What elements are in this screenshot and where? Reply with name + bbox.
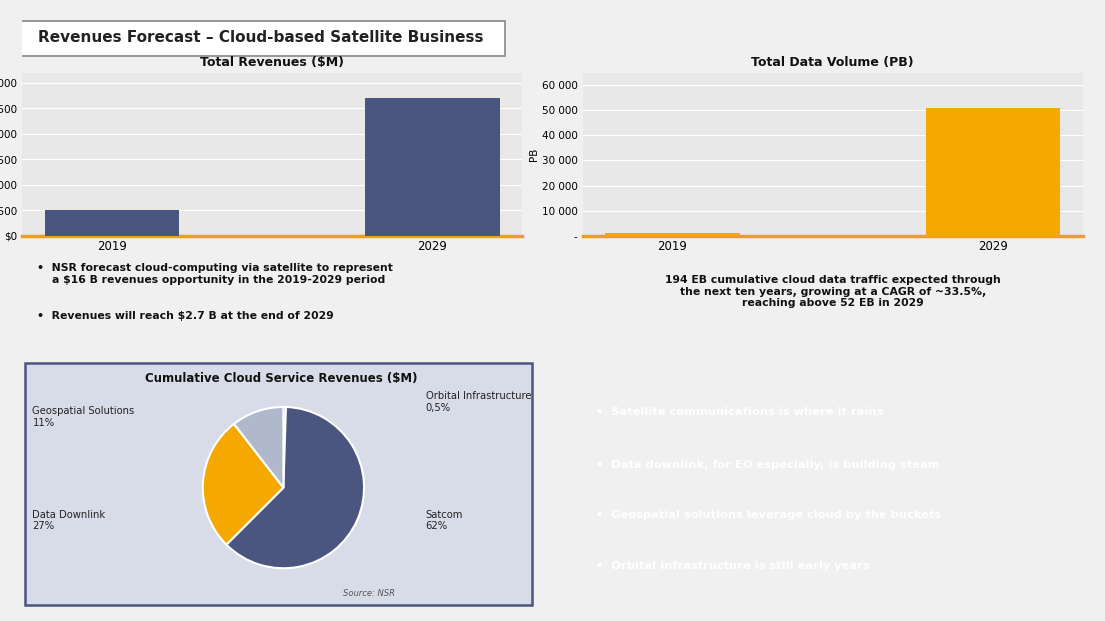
Text: •  Orbital Infrastructure is still early years: • Orbital Infrastructure is still early … — [597, 561, 870, 571]
Bar — [365, 98, 499, 235]
Bar — [606, 233, 740, 235]
Text: Geospatial Solutions
11%: Geospatial Solutions 11% — [32, 406, 135, 428]
FancyBboxPatch shape — [24, 363, 532, 605]
Title: Total Data Volume (PB): Total Data Volume (PB) — [751, 56, 914, 69]
Text: •  Revenues will reach $2.7 B at the end of 2029: • Revenues will reach $2.7 B at the end … — [38, 311, 334, 321]
Text: Data Downlink
27%: Data Downlink 27% — [32, 510, 106, 531]
Text: Revenues Forecast – Cloud-based Satellite Business: Revenues Forecast – Cloud-based Satellit… — [38, 30, 484, 45]
Text: •  Satellite communications is where it rains: • Satellite communications is where it r… — [597, 407, 884, 417]
Text: •  Data downlink, for EO especially, is building steam: • Data downlink, for EO especially, is b… — [597, 460, 940, 470]
Text: •  NSR forecast cloud-computing via satellite to represent
    a $16 B revenues : • NSR forecast cloud-computing via satel… — [38, 263, 393, 285]
Text: Source: NSR: Source: NSR — [343, 589, 394, 599]
Y-axis label: PB: PB — [529, 148, 539, 161]
Text: Orbital Infrastructure
0,5%: Orbital Infrastructure 0,5% — [425, 391, 532, 413]
Text: Cumulative Cloud Service Revenues ($M): Cumulative Cloud Service Revenues ($M) — [145, 371, 417, 384]
Text: Satcom
62%: Satcom 62% — [425, 510, 463, 531]
Title: Total Revenues ($M): Total Revenues ($M) — [200, 56, 345, 69]
Bar — [926, 108, 1060, 235]
FancyBboxPatch shape — [17, 21, 505, 57]
Text: 194 EB cumulative cloud data traffic expected through
the next ten years, growin: 194 EB cumulative cloud data traffic exp… — [665, 275, 1001, 309]
Bar — [45, 210, 179, 235]
Text: •  Geospatial solutions leverage cloud by the buckets: • Geospatial solutions leverage cloud by… — [597, 510, 941, 520]
